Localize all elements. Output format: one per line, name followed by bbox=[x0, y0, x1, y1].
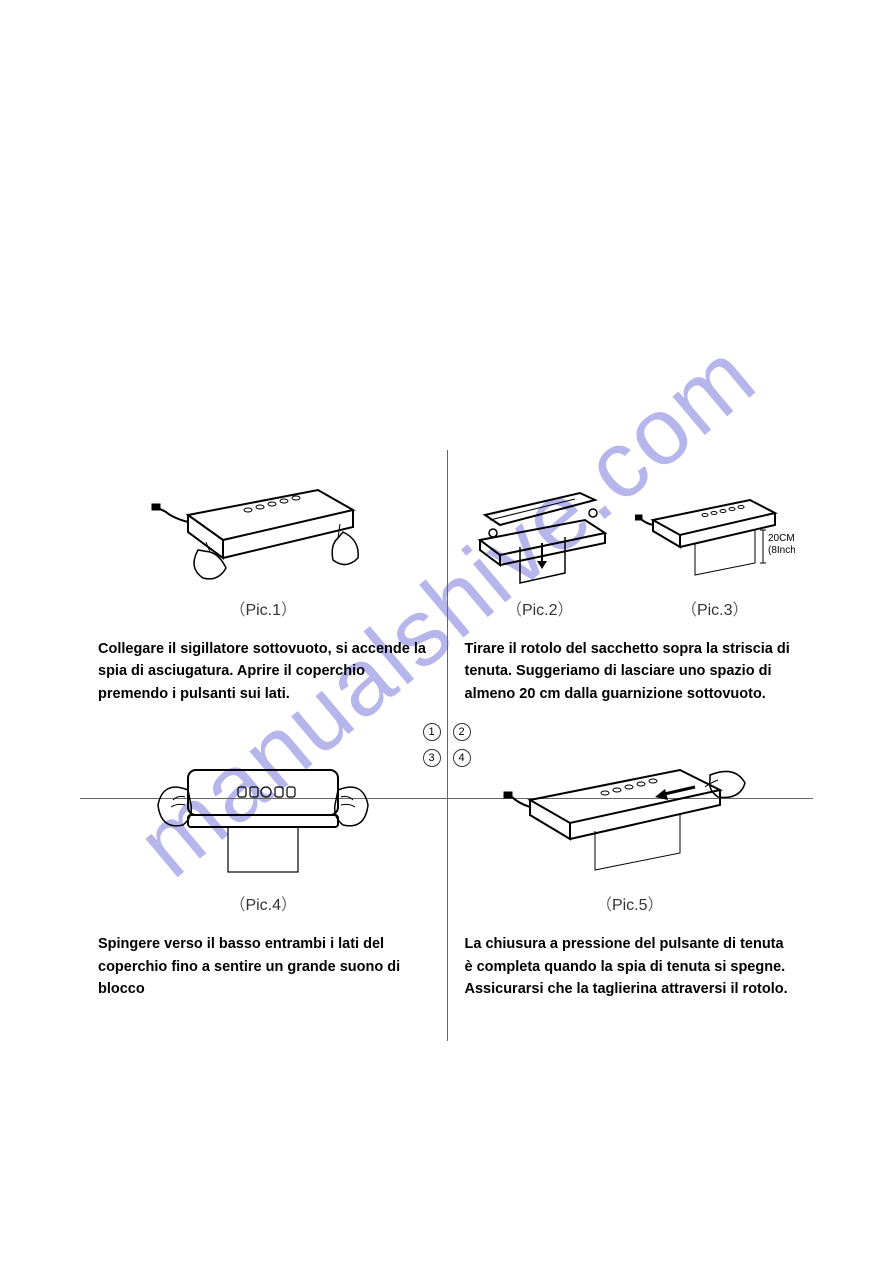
illustration-pic1 bbox=[148, 460, 378, 590]
panel-2: （Pic.2） bbox=[447, 450, 814, 745]
panel-1: （Pic.1） Collegare il sigillatore sottovu… bbox=[80, 450, 447, 745]
pic-label-2: （Pic.2） bbox=[506, 596, 574, 620]
illustration-pic4 bbox=[143, 745, 383, 885]
illustration-pic5 bbox=[500, 745, 760, 885]
dimension-label-2: (8Inches) bbox=[768, 545, 795, 556]
step-badge-4: 4 bbox=[453, 749, 471, 767]
panel-4-desc: La chiusura a pressione del pulsante di … bbox=[465, 933, 796, 1000]
pic-label-4: （Pic.4） bbox=[229, 891, 297, 915]
illustration-pic3: 20CM (8Inches) bbox=[635, 475, 795, 590]
dimension-label: 20CM bbox=[768, 533, 795, 544]
panel-3: 3 bbox=[80, 745, 447, 1040]
step-badge-3: 3 bbox=[423, 749, 441, 767]
step-badge-2: 2 bbox=[453, 723, 471, 741]
panel-2-desc: Tirare il rotolo del sacchetto sopra la … bbox=[465, 638, 796, 705]
pic-label-1: （Pic.1） bbox=[229, 596, 297, 620]
step-badge-1: 1 bbox=[423, 723, 441, 741]
pic-label-5: （Pic.5） bbox=[596, 891, 664, 915]
pic-label-3: （Pic.3） bbox=[681, 596, 749, 620]
panel-1-desc: Collegare il sigillatore sottovuoto, si … bbox=[98, 638, 429, 705]
instruction-grid: （Pic.1） Collegare il sigillatore sottovu… bbox=[80, 450, 813, 1041]
panel-3-desc: Spingere verso il basso entrambi i lati … bbox=[98, 933, 429, 1000]
panel-4: 4 bbox=[447, 745, 814, 1040]
illustration-pic2 bbox=[465, 475, 615, 590]
